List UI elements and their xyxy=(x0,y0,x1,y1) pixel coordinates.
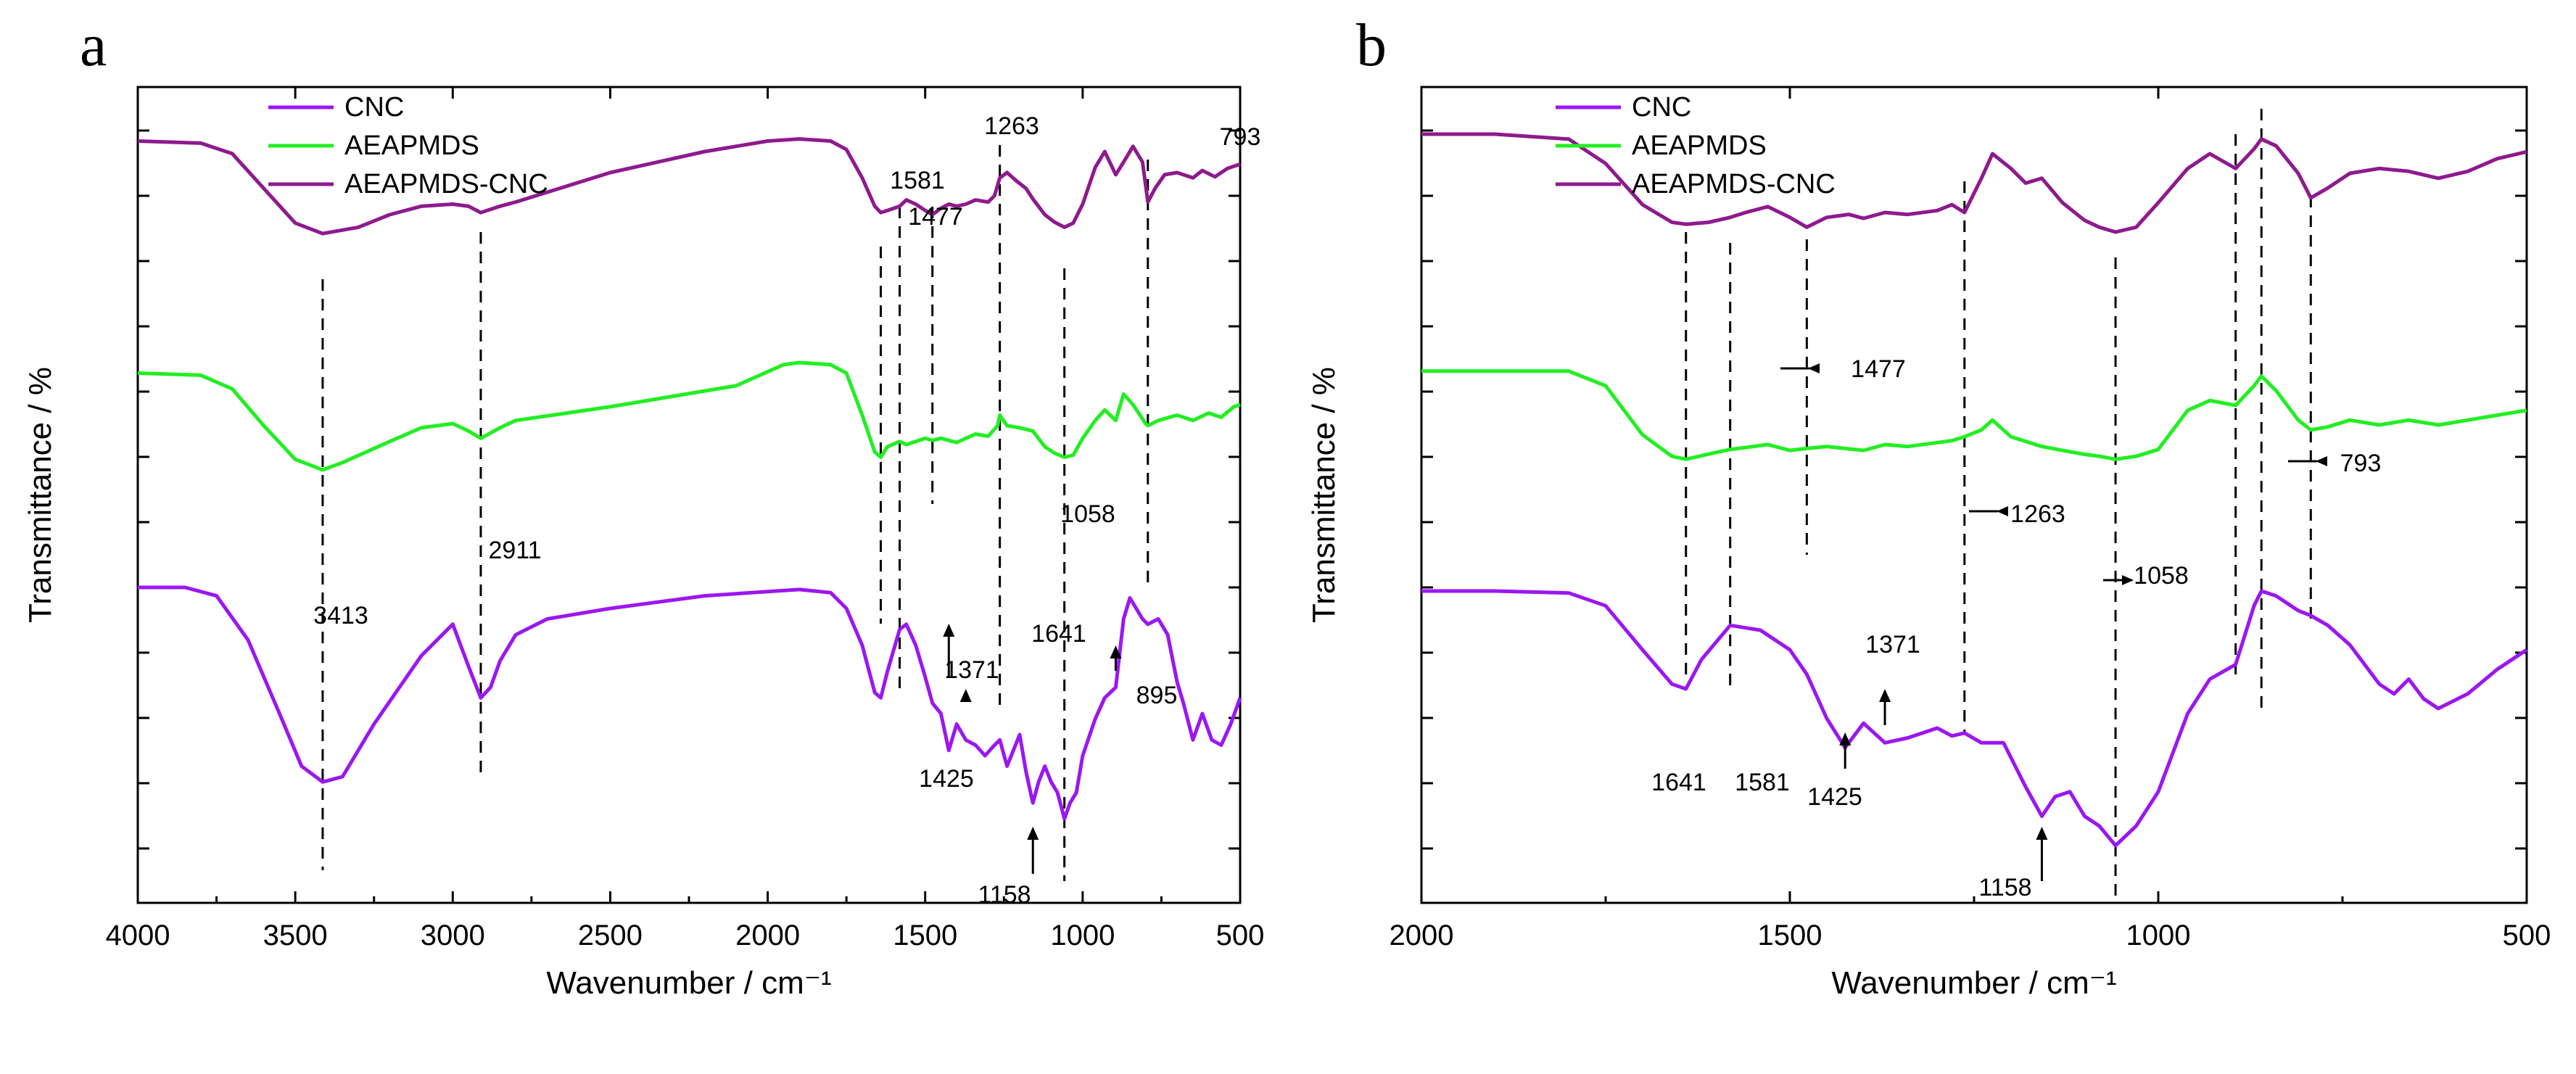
side-arrow-head xyxy=(1808,363,1820,373)
peak-label-1641: 1641 xyxy=(1031,620,1086,648)
peak-label-1058: 1058 xyxy=(1060,500,1115,528)
arrow-head-1425 xyxy=(943,624,955,637)
arrow-head-1158 xyxy=(2036,827,2048,840)
x-tick-label: 2500 xyxy=(578,920,643,951)
plot-frame xyxy=(1420,86,2528,904)
y-axis-label: Transmittance / % xyxy=(1306,367,1342,623)
x-tick-label: 1000 xyxy=(2126,920,2191,951)
arrow-head-1425 xyxy=(1839,732,1852,745)
x-tick-label: 2000 xyxy=(735,920,800,951)
peak-label-1158: 1158 xyxy=(1978,874,2031,901)
y-axis-label: Transmittance / % xyxy=(22,367,58,623)
x-tick-label: 1000 xyxy=(1050,920,1115,951)
series-aeapmds-cnc-line xyxy=(1421,132,2527,234)
arrow-head-895 xyxy=(1110,645,1122,658)
x-tick-label: 500 xyxy=(2503,920,2551,951)
peak-label-1371: 1371 xyxy=(944,656,999,684)
panel-letter-a: a xyxy=(80,12,107,79)
peak-label-1641: 1641 xyxy=(1651,769,1706,796)
peak-label-1263: 1263 xyxy=(984,112,1039,140)
x-tick-label: 4000 xyxy=(106,920,170,951)
legend-label-aeapmds-cnc: AEAPMDS-CNC xyxy=(344,169,548,199)
peak-label-793: 793 xyxy=(1220,123,1261,151)
panel-b: b 2000 1500 1000 500 Wavenumber / cm⁻¹ Transmi… xyxy=(1306,12,2551,1001)
series-cnc-line xyxy=(138,585,1242,821)
peak-label-1158: 1158 xyxy=(978,881,1031,909)
series-cnc-line xyxy=(1421,589,2528,848)
peak-label-793: 793 xyxy=(2340,450,2382,477)
peak-label-1477: 1477 xyxy=(908,203,963,231)
arrow-head-1371 xyxy=(1879,689,1891,702)
x-tick-label: 3000 xyxy=(421,920,485,951)
peak-label-1371: 1371 xyxy=(1865,631,1920,658)
peak-label-2911: 2911 xyxy=(488,537,541,564)
series-aeapmds-cnc-line xyxy=(137,137,1241,236)
peak-label-1425: 1425 xyxy=(1807,783,1862,811)
peak-label-3413: 3413 xyxy=(313,602,368,629)
x-tick-label: 500 xyxy=(1216,920,1265,951)
legend-label-aeapmds: AEAPMDS xyxy=(1632,131,1767,161)
peak-label-1425: 1425 xyxy=(919,765,974,793)
x-tick-label: 2000 xyxy=(1390,920,1454,951)
plot-frame xyxy=(136,86,1242,904)
x-tick-label: 1500 xyxy=(893,920,957,951)
legend-label-cnc: CNC xyxy=(1632,92,1691,123)
side-arrow-head xyxy=(2316,456,2327,466)
series-aeapmds-line xyxy=(1421,369,2527,461)
peak-label-1477: 1477 xyxy=(1851,355,1906,383)
side-arrow-head xyxy=(1997,506,2008,516)
arrow-head-1158 xyxy=(1027,827,1039,840)
arrow-head-1371 xyxy=(959,689,972,702)
x-tick-label: 3500 xyxy=(263,920,328,951)
series-aeapmds-line xyxy=(137,360,1241,472)
peak-label-1058: 1058 xyxy=(2134,562,2189,590)
peak-label-895: 895 xyxy=(1136,682,1178,709)
panel-letter-b: b xyxy=(1356,12,1387,79)
side-arrow-head xyxy=(2122,575,2134,585)
peak-label-1581: 1581 xyxy=(1735,769,1790,796)
legend-label-aeapmds-cnc: AEAPMDS-CNC xyxy=(1632,169,1836,199)
legend-label-cnc: CNC xyxy=(344,92,404,123)
peak-label-1263: 1263 xyxy=(2010,500,2065,528)
x-axis-label: Wavenumber / cm⁻¹ xyxy=(1831,965,2116,1001)
x-axis-label: Wavenumber / cm⁻¹ xyxy=(546,965,831,1001)
panel-a: a 4000 3500 3000 2500 2000 1500 1000 500 Wavenumb… xyxy=(22,12,1264,1001)
peak-label-1581: 1581 xyxy=(890,167,945,194)
x-tick-label: 1500 xyxy=(1758,920,1822,951)
legend-label-aeapmds: AEAPMDS xyxy=(344,131,479,161)
